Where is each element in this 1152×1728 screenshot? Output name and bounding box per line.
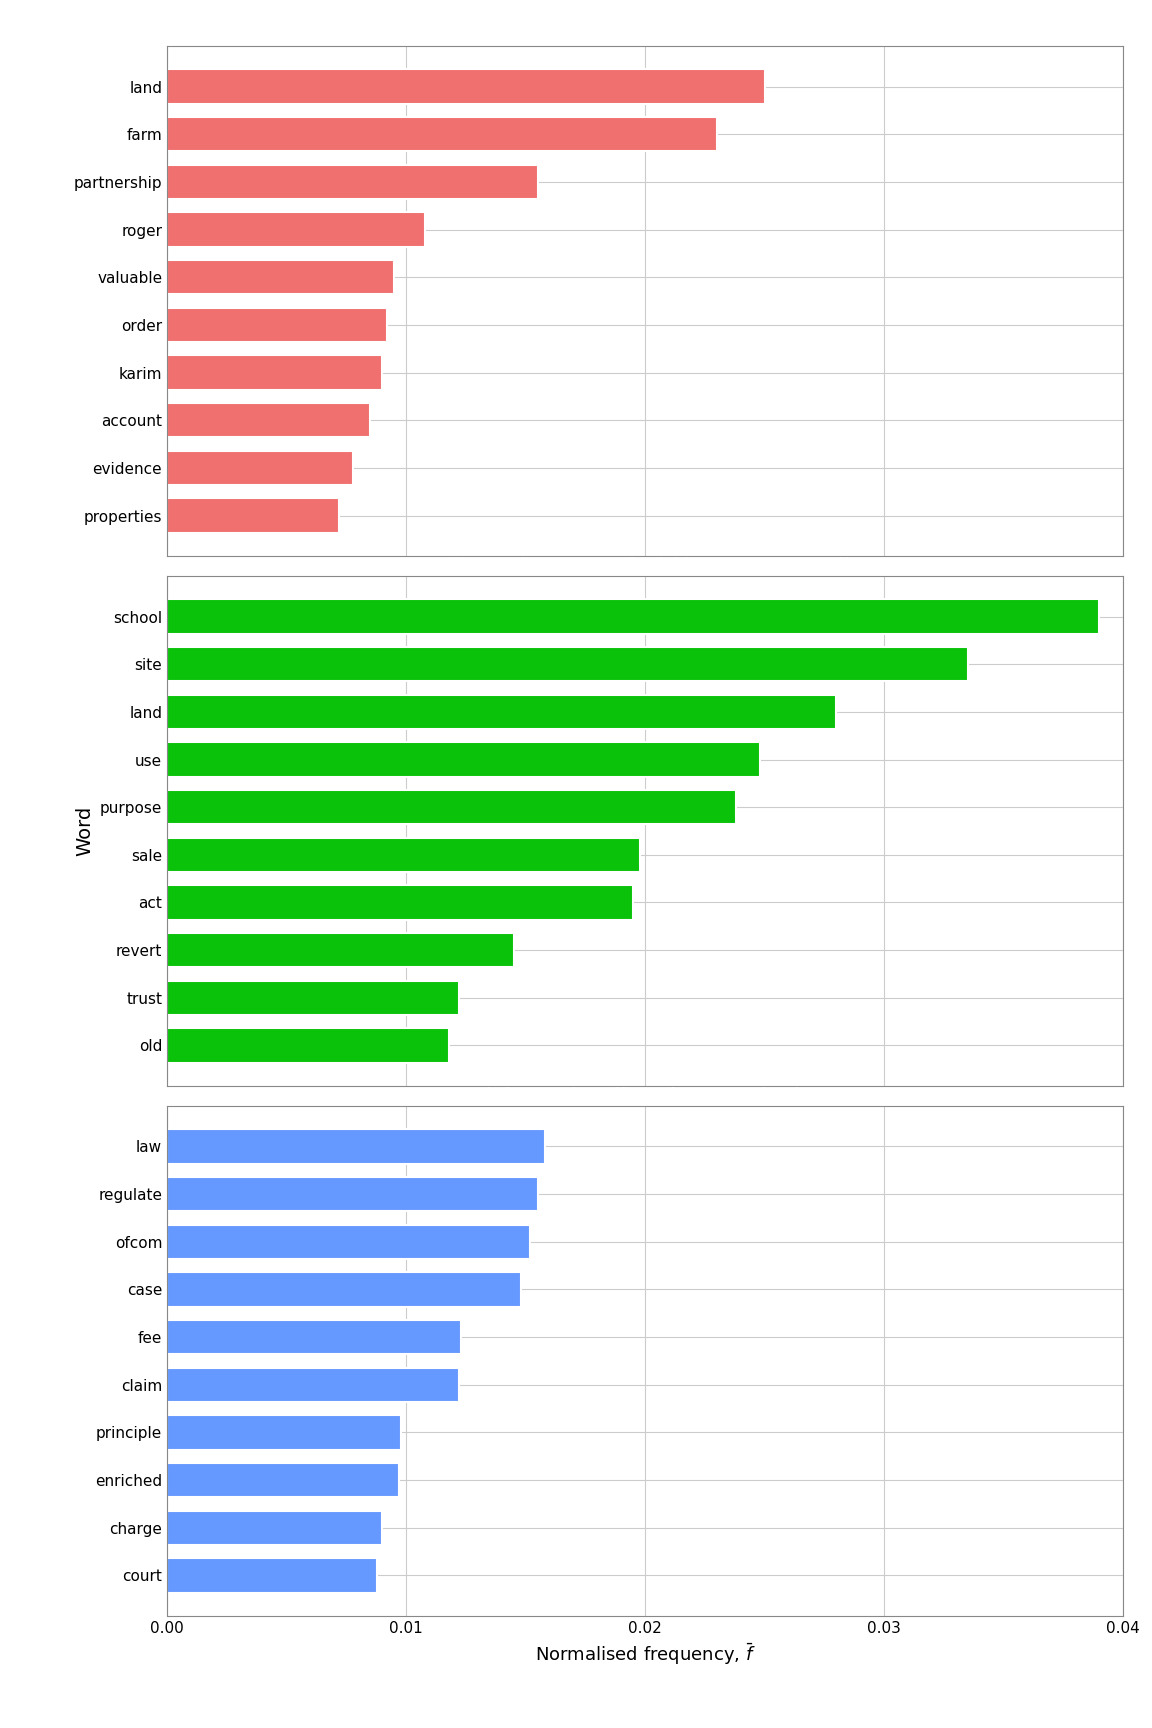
Text: Kingsley v Kingsley: Kingsley v Kingsley	[559, 28, 732, 45]
Bar	[167, 118, 717, 152]
Bar	[167, 1367, 458, 1401]
Bar	[167, 790, 736, 824]
Bar	[167, 646, 968, 681]
Bar	[167, 1177, 538, 1211]
Bar	[167, 743, 760, 776]
Bar	[167, 933, 514, 968]
Y-axis label: Word: Word	[75, 805, 94, 855]
Bar	[167, 1320, 461, 1355]
Bar	[167, 1028, 449, 1063]
Bar	[167, 1130, 545, 1163]
Bar	[167, 69, 765, 104]
Bar	[167, 164, 538, 199]
Bar	[167, 1510, 382, 1545]
Bar	[167, 261, 394, 294]
Bar	[167, 403, 370, 437]
Bar	[167, 1272, 521, 1306]
Bar	[167, 1559, 378, 1593]
Bar	[167, 308, 387, 342]
Bar	[167, 600, 1099, 634]
Bar	[167, 885, 634, 919]
Bar	[167, 498, 339, 532]
Bar	[167, 213, 425, 247]
Bar	[167, 451, 354, 486]
Bar	[167, 356, 382, 391]
Bar	[167, 838, 641, 873]
Bar	[167, 980, 458, 1014]
Bar	[167, 1415, 401, 1450]
Text: Rittson-Thomas v Oxfordshire County Council: Rittson-Thomas v Oxfordshire County Coun…	[441, 556, 849, 575]
X-axis label: Normalised frequency, $\bar{f}$: Normalised frequency, $\bar{f}$	[535, 1642, 756, 1668]
Text: Vodafone Ltd v Office of Communications: Vodafone Ltd v Office of Communications	[458, 1087, 832, 1104]
Bar	[167, 1464, 399, 1496]
Bar	[167, 1225, 530, 1260]
Bar	[167, 695, 836, 729]
